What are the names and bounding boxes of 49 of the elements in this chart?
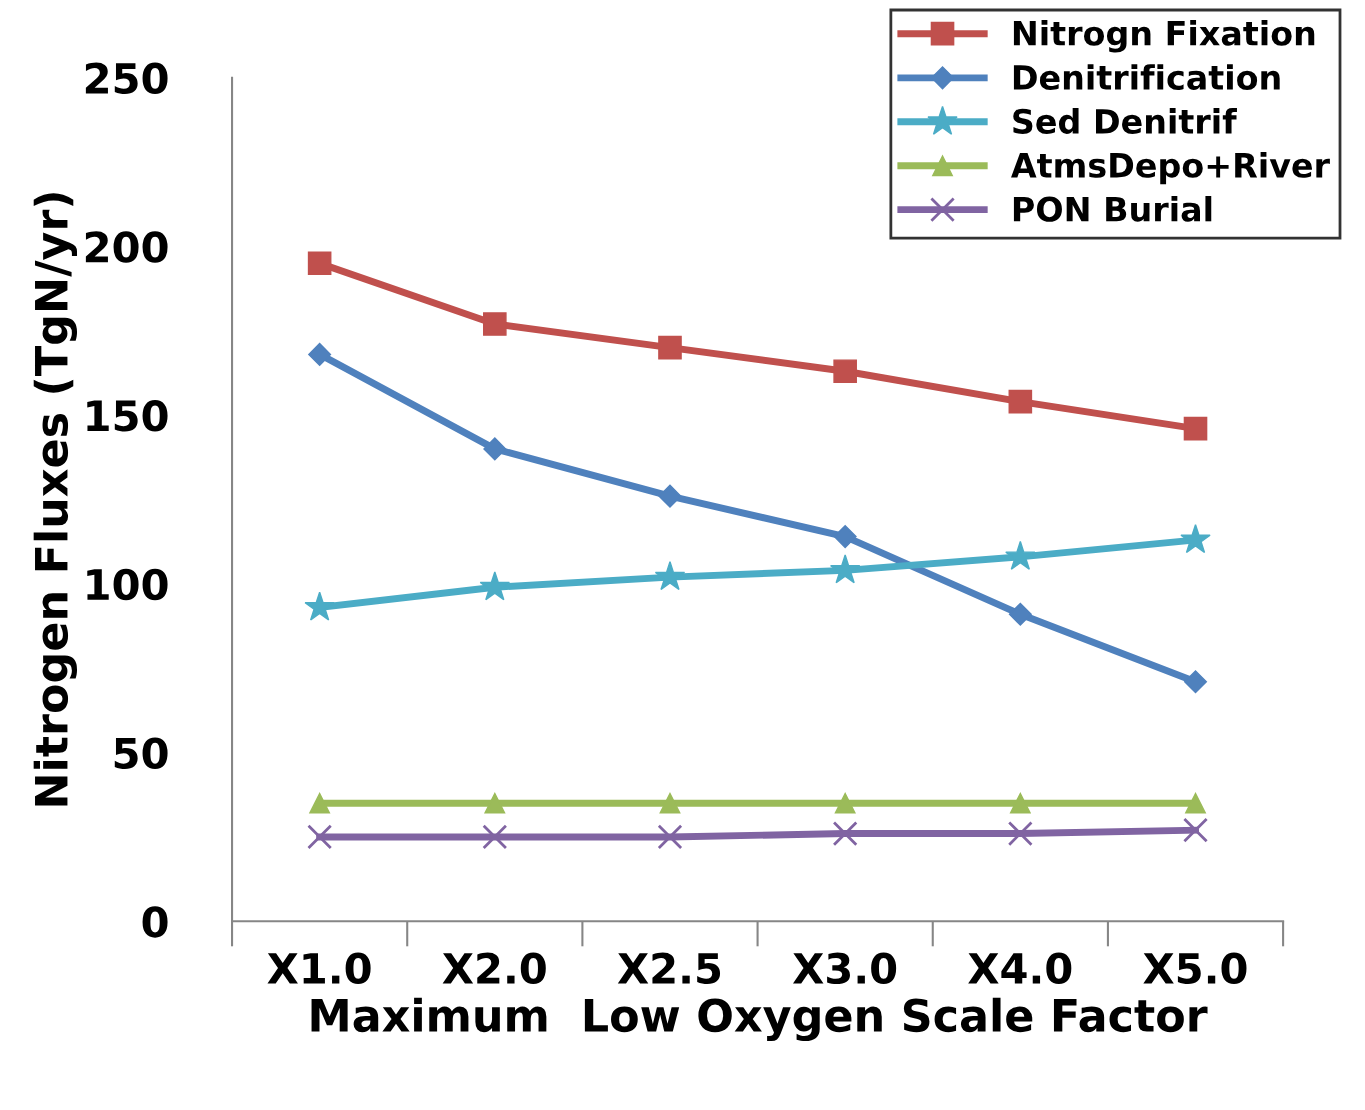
legend-label: Sed Denitrif [1013,108,1237,134]
point [308,342,332,366]
point [1183,817,1209,843]
point [483,437,507,461]
point [479,571,511,601]
point [833,525,857,549]
point [1180,524,1211,554]
y-axis-title: Nitrogen Fluxes (TgN/yr) [33,193,78,806]
point [1185,792,1206,814]
point [657,824,683,850]
y-tick-label: 100 [87,568,168,601]
point [833,359,857,384]
x-tick-label: X1.0 [267,952,371,985]
y-tick-label: 150 [87,400,168,432]
point [659,792,681,814]
point [658,335,682,360]
point [1008,389,1033,414]
x-tick-label: X2.5 [617,952,721,985]
x-tick-label: X4.0 [968,952,1072,985]
y-tick-label: 200 [85,231,168,263]
legend-label: Denitrification [1013,64,1280,90]
point [1183,416,1208,441]
point [304,591,335,621]
x-axis-title: Maximum Low Oxygen Scale Factor [311,997,1208,1042]
point [658,484,682,508]
point [484,792,506,814]
point [1007,821,1033,847]
x-tick-label: X2.0 [442,952,546,985]
point [482,824,508,850]
legend-label: AtmsDepo+River [1011,152,1330,185]
point [834,792,856,814]
point [483,312,507,336]
legend-label: PON Burial [1013,195,1212,222]
y-tick-label: 0 [142,906,168,938]
point [1008,602,1032,626]
point [309,792,331,814]
x-tick-label: X3.0 [792,952,897,985]
y-tick-label: 50 [114,737,168,769]
point [654,561,686,591]
point [307,251,332,276]
legend-label: Nitrogn Fixation [1013,20,1315,53]
point [1009,792,1031,814]
point [829,554,861,584]
point [832,821,858,847]
y-tick-label: 250 [85,62,168,95]
point [1184,670,1208,694]
point [1005,540,1036,570]
x-tick-label: X5.0 [1143,952,1247,985]
point [307,824,333,850]
